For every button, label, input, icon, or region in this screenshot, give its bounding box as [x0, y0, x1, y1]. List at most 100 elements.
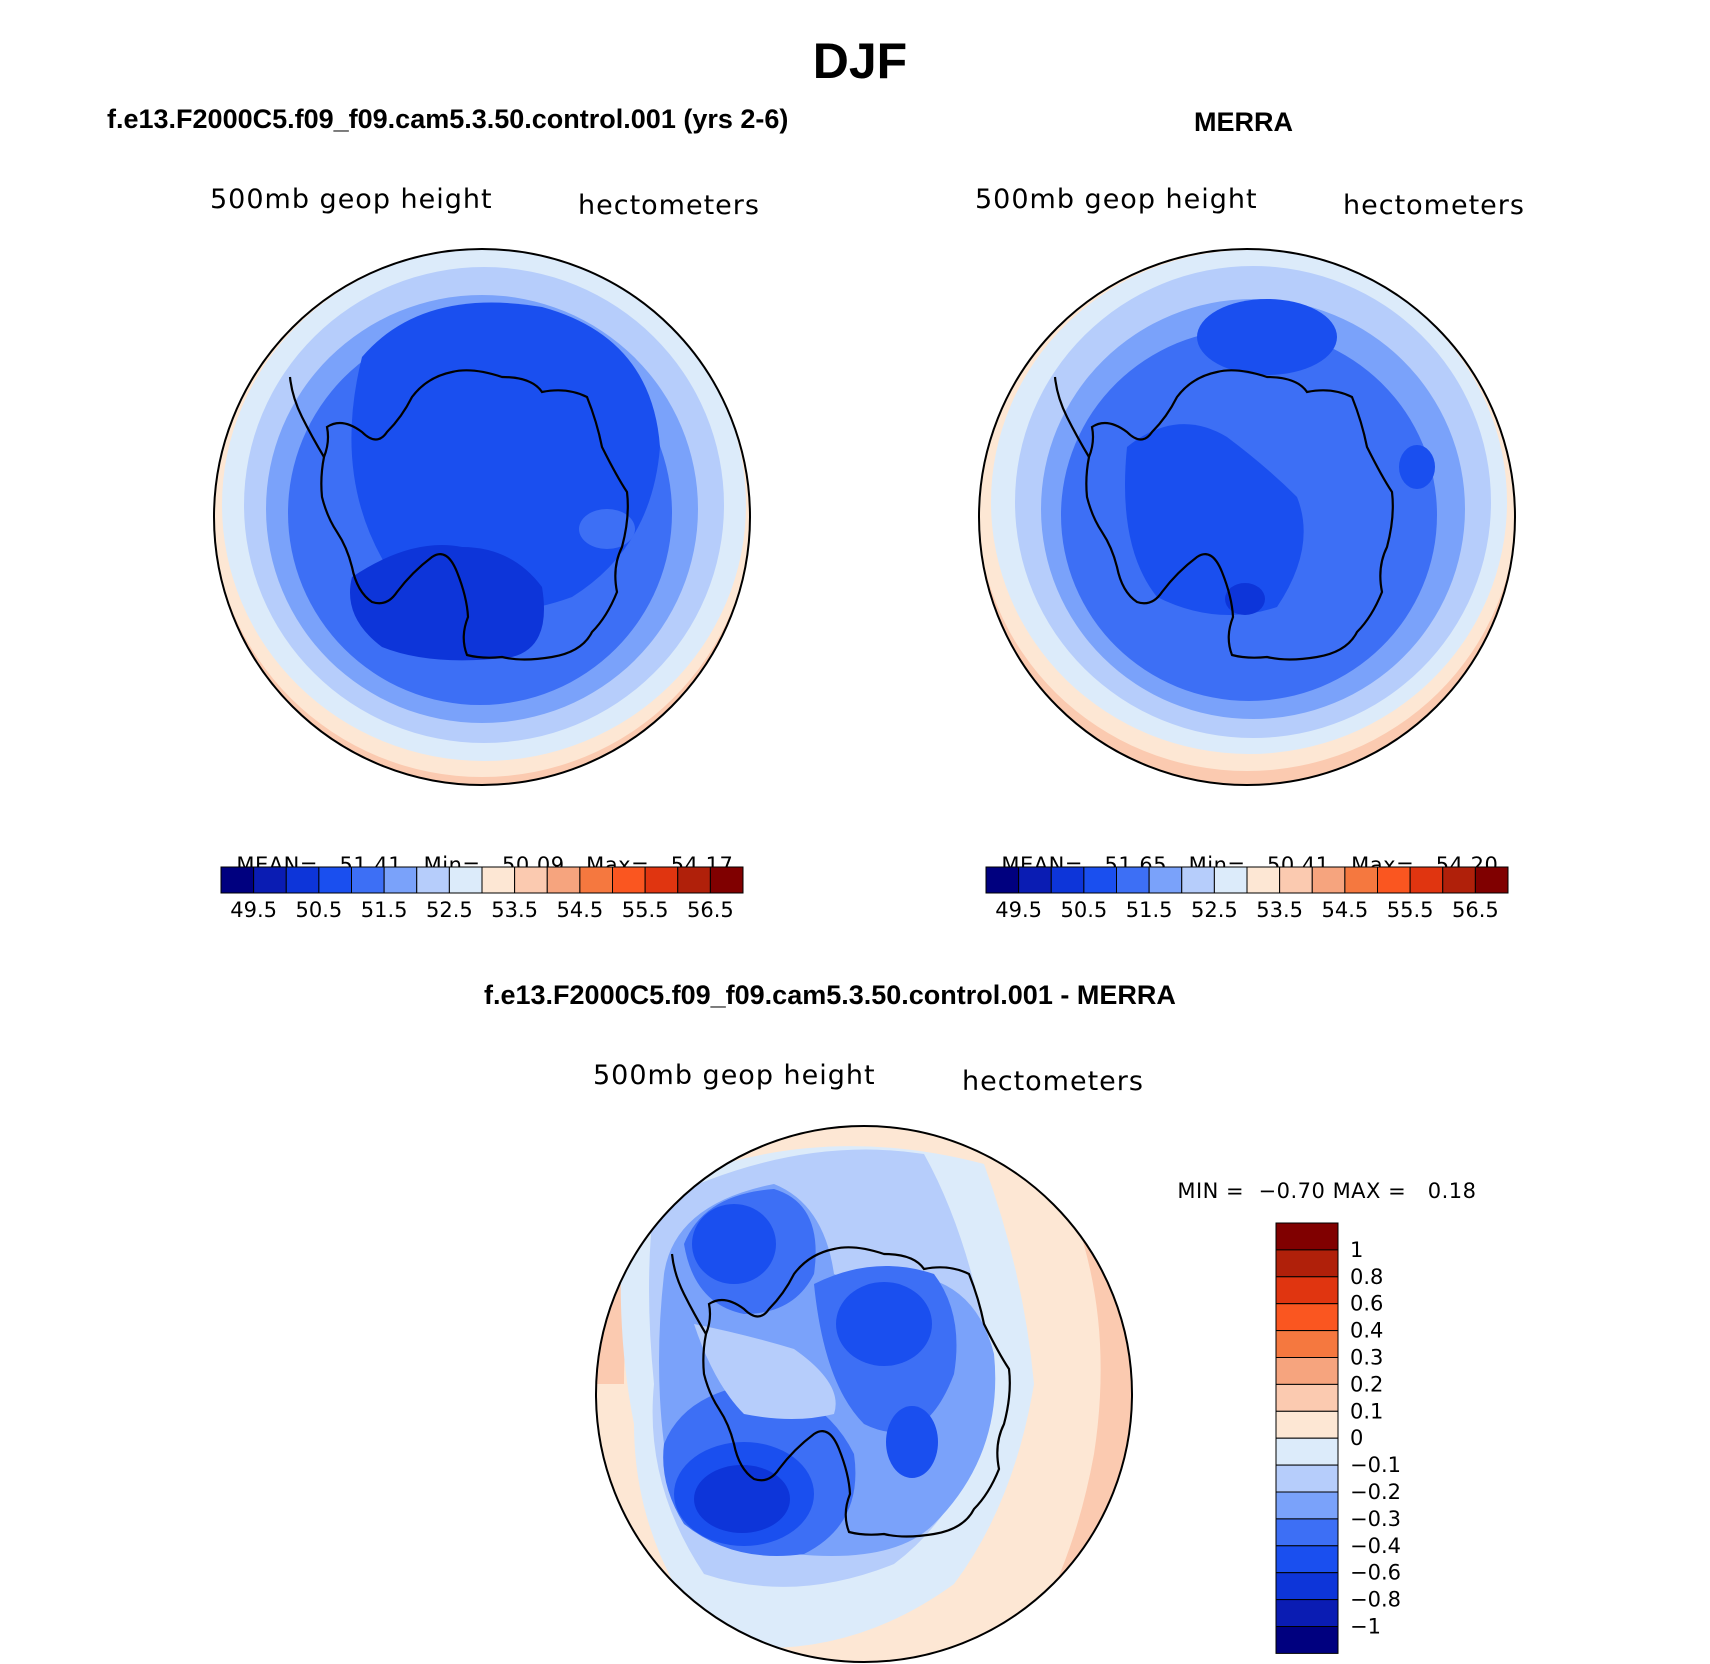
colorbar-swatch — [1275, 1249, 1339, 1278]
min-label: MIN = — [1177, 1179, 1245, 1203]
colorbar-label: 56.5 — [687, 898, 734, 922]
colorbar-label: −0.4 — [1350, 1534, 1401, 1558]
colorbar-swatch — [1181, 866, 1215, 894]
panel-3-map — [595, 1125, 1133, 1663]
colorbar-swatch — [1275, 1491, 1339, 1520]
colorbar-label: 1 — [1350, 1238, 1363, 1262]
colorbar-swatch — [416, 866, 450, 894]
colorbar-swatch — [448, 866, 483, 894]
colorbar-swatch — [677, 866, 711, 894]
colorbar-label: 50.5 — [1060, 898, 1107, 922]
colorbar-swatch — [1275, 1410, 1339, 1439]
max-value: 0.18 — [1427, 1179, 1477, 1203]
colorbar-label: 0.4 — [1350, 1319, 1383, 1343]
colorbar-swatch — [1275, 1222, 1339, 1251]
colorbar-swatch — [1083, 866, 1117, 894]
panel-2-map — [978, 248, 1516, 786]
colorbar-swatch — [253, 866, 287, 894]
colorbar-label: −0.1 — [1350, 1453, 1401, 1477]
colorbar-swatch — [1275, 1357, 1339, 1385]
colorbar-swatch — [383, 866, 418, 894]
colorbar-swatch — [1116, 866, 1150, 894]
colorbar-swatch — [1344, 866, 1378, 894]
colorbar-swatch — [644, 866, 679, 894]
colorbar-label: −0.3 — [1350, 1507, 1401, 1531]
colorbar-label: 52.5 — [1191, 898, 1238, 922]
colorbar-label: 54.5 — [1321, 898, 1368, 922]
panel-1-map — [213, 248, 751, 786]
colorbar-swatch — [1018, 866, 1052, 894]
colorbar-label: 49.5 — [995, 898, 1042, 922]
colorbar-swatch — [1474, 866, 1509, 894]
colorbar-swatch — [1311, 866, 1346, 894]
panel-2-title: MERRA — [1194, 107, 1293, 137]
colorbar-swatch — [1279, 866, 1313, 894]
colorbar-swatch — [1275, 1383, 1339, 1412]
contour-50.0 — [1225, 583, 1265, 615]
colorbar-label: −0.6 — [1350, 1561, 1401, 1585]
colorbar-label: 53.5 — [491, 898, 538, 922]
contour-minus-0.8 — [694, 1465, 790, 1533]
colorbar-swatch — [1275, 1545, 1339, 1574]
antarctic-peninsula — [1053, 376, 1090, 458]
colorbar-label: 52.5 — [426, 898, 473, 922]
colorbar-swatch — [612, 866, 646, 894]
panel-2-units: hectometers — [1343, 190, 1525, 221]
min-value: −0.70 — [1258, 1179, 1326, 1203]
colorbar-label: 0.8 — [1350, 1265, 1383, 1289]
panel-2-colorbar: 49.5 50.5 51.5 52.5 53.5 54.5 55.5 56.5 — [985, 866, 1509, 922]
colorbar-swatch — [1275, 1276, 1339, 1305]
contour-50.5-north — [1197, 299, 1337, 375]
colorbar-swatch — [1275, 1303, 1339, 1332]
colorbar-swatch — [351, 866, 385, 894]
colorbar-swatch — [1213, 866, 1248, 894]
figure-title: DJF — [812, 33, 908, 89]
colorbar-swatch — [1246, 866, 1281, 894]
contour-50.0 — [350, 545, 544, 661]
panel-1-title: f.e13.F2000C5.f09_f09.cam5.3.50.control.… — [107, 104, 789, 134]
max-label: MAX = — [1332, 1179, 1407, 1203]
colorbar-swatch — [1275, 1626, 1339, 1654]
colorbar-swatch — [1275, 1599, 1339, 1628]
antarctica-coastline — [1085, 369, 1394, 661]
panel-1-variable: 500mb geop height — [210, 184, 493, 215]
colorbar-label: 56.5 — [1452, 898, 1499, 922]
colorbar-label: −0.8 — [1350, 1588, 1401, 1612]
colorbar-swatch — [1275, 1518, 1339, 1547]
colorbar-label: 55.5 — [622, 898, 669, 922]
panel-3-title: f.e13.F2000C5.f09_f09.cam5.3.50.control.… — [484, 980, 1176, 1010]
panel-2-variable: 500mb geop height — [975, 184, 1258, 215]
colorbar-swatch — [318, 866, 352, 894]
contour-zero-peninsula — [694, 1324, 836, 1419]
colorbar-label: 0.6 — [1350, 1292, 1383, 1316]
panel-3-stats: MIN = −0.70 MAX = 0.18 — [1163, 1155, 1477, 1203]
colorbar-swatch — [481, 866, 516, 894]
colorbar-label: 0 — [1350, 1426, 1363, 1450]
colorbar-label: 51.5 — [361, 898, 408, 922]
panel-1-colorbar: 49.5 50.5 51.5 52.5 53.5 54.5 55.5 56.5 — [220, 866, 744, 922]
antarctic-peninsula — [670, 1253, 707, 1335]
colorbar-swatch — [1275, 1464, 1339, 1493]
colorbar-swatch — [985, 866, 1020, 894]
colorbar-swatch — [709, 866, 744, 894]
contour-minus-0.6-nw — [692, 1204, 776, 1284]
contour-minus-0.6-c — [836, 1282, 932, 1366]
colorbar-swatch — [1377, 866, 1411, 894]
colorbar-label: 0.1 — [1350, 1399, 1383, 1423]
antarctica-coastline — [702, 1246, 1011, 1538]
contour-east — [1399, 445, 1435, 489]
antarctica-coastline — [320, 369, 629, 661]
colorbar-swatch — [579, 866, 613, 894]
panel-3-variable: 500mb geop height — [593, 1060, 876, 1091]
panel-3-units: hectometers — [962, 1066, 1144, 1097]
colorbar-label: 54.5 — [556, 898, 603, 922]
colorbar-label: 0.2 — [1350, 1372, 1383, 1396]
contour-50.5-center — [1125, 424, 1304, 615]
colorbar-swatch — [285, 866, 320, 894]
colorbar-swatch — [1442, 866, 1476, 894]
colorbar-swatch — [1148, 866, 1183, 894]
colorbar-label: 53.5 — [1256, 898, 1303, 922]
colorbar-swatch — [1275, 1330, 1339, 1358]
colorbar-label: 50.5 — [295, 898, 342, 922]
colorbar-label: −1 — [1350, 1615, 1381, 1639]
